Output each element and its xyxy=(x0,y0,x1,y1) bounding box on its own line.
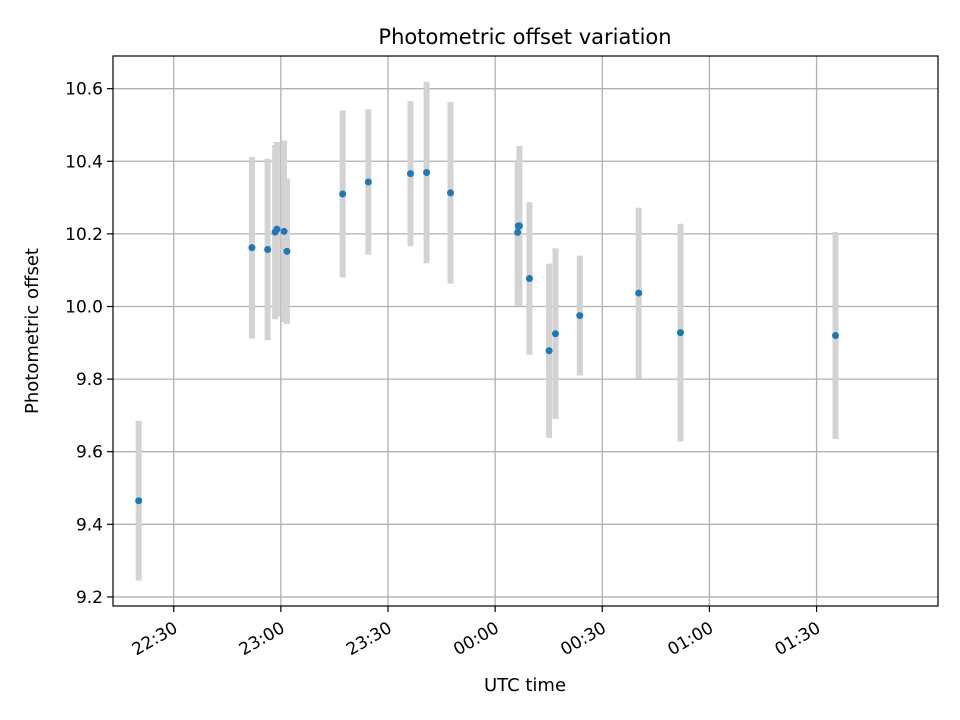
data-point xyxy=(515,222,523,230)
data-point xyxy=(832,332,839,340)
data-point xyxy=(364,178,372,186)
grid-layer xyxy=(113,56,938,606)
y-tick-label: 9.8 xyxy=(76,370,103,390)
y-tick-label: 9.4 xyxy=(76,515,103,535)
data-point xyxy=(552,330,559,338)
x-axis-title: UTC time xyxy=(484,675,566,696)
data-point xyxy=(545,347,553,355)
y-tick-label: 10.2 xyxy=(65,225,103,245)
data-point xyxy=(264,245,272,253)
y-tick-label: 10.0 xyxy=(65,297,103,317)
data-point xyxy=(280,227,288,235)
y-axis-title: Photometric offset xyxy=(22,248,43,414)
data-point xyxy=(273,225,281,233)
data-point xyxy=(514,228,522,236)
data-point xyxy=(677,329,684,337)
y-tick-label: 9.2 xyxy=(76,588,103,608)
data-point xyxy=(447,189,454,197)
data-point-layer xyxy=(135,169,839,505)
data-point xyxy=(407,170,414,178)
y-tick-label: 9.6 xyxy=(76,443,103,463)
data-point xyxy=(576,312,584,320)
data-point xyxy=(423,169,431,177)
data-point xyxy=(339,190,347,198)
data-point xyxy=(283,247,291,255)
y-axis-ticks: 9.2 9.4 9.6 9.8 10.0 10.2 10.4 10.6 xyxy=(65,80,113,608)
y-tick-label: 10.6 xyxy=(65,80,103,100)
data-point xyxy=(635,289,643,297)
data-point xyxy=(135,497,143,505)
y-tick-label: 10.4 xyxy=(65,152,103,172)
data-point xyxy=(525,275,533,283)
plot-area-frame xyxy=(112,55,939,607)
data-point xyxy=(248,244,256,252)
chart-title: Photometric offset variation xyxy=(378,25,671,49)
